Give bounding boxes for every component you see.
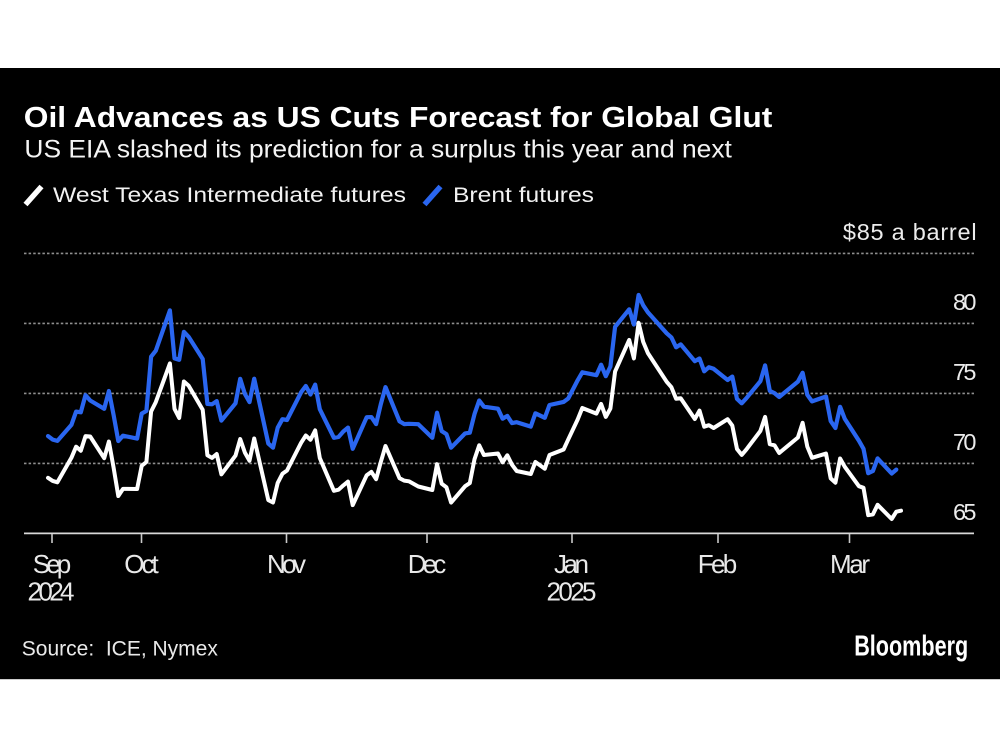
svg-text:Dec: Dec xyxy=(408,549,447,579)
svg-text:80: 80 xyxy=(953,289,977,315)
svg-text:70: 70 xyxy=(953,429,977,455)
svg-text:Source: ICE, Nymex: Source: ICE, Nymex xyxy=(22,637,219,660)
svg-text:Sep: Sep xyxy=(33,549,72,579)
svg-text:75: 75 xyxy=(953,359,977,385)
svg-text:Bloomberg: Bloomberg xyxy=(854,631,968,663)
svg-text:$85 a barrel: $85 a barrel xyxy=(843,219,977,245)
svg-text:West Texas Intermediate future: West Texas Intermediate futures xyxy=(53,184,406,207)
svg-text:Oct: Oct xyxy=(124,549,159,579)
svg-text:2024: 2024 xyxy=(28,577,75,607)
svg-text:Jan: Jan xyxy=(554,549,589,579)
svg-text:Feb: Feb xyxy=(698,549,738,579)
svg-text:Mar: Mar xyxy=(830,549,870,579)
svg-text:Oil Advances as US Cuts Foreca: Oil Advances as US Cuts Forecast for Glo… xyxy=(24,102,773,134)
svg-text:Nov: Nov xyxy=(267,549,306,579)
svg-text:Brent futures: Brent futures xyxy=(453,184,594,207)
svg-text:2025: 2025 xyxy=(547,577,597,607)
svg-text:US EIA slashed its prediction: US EIA slashed its prediction for a surp… xyxy=(24,136,732,164)
svg-text:65: 65 xyxy=(953,499,977,525)
